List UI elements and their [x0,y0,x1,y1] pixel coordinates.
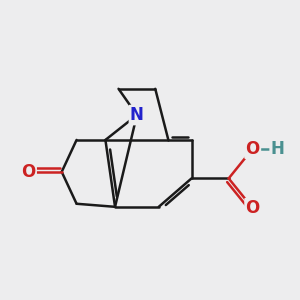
Text: H: H [271,140,285,158]
Text: O: O [246,199,260,217]
Text: O: O [21,163,36,181]
Text: O: O [246,140,260,158]
Text: N: N [130,106,144,124]
